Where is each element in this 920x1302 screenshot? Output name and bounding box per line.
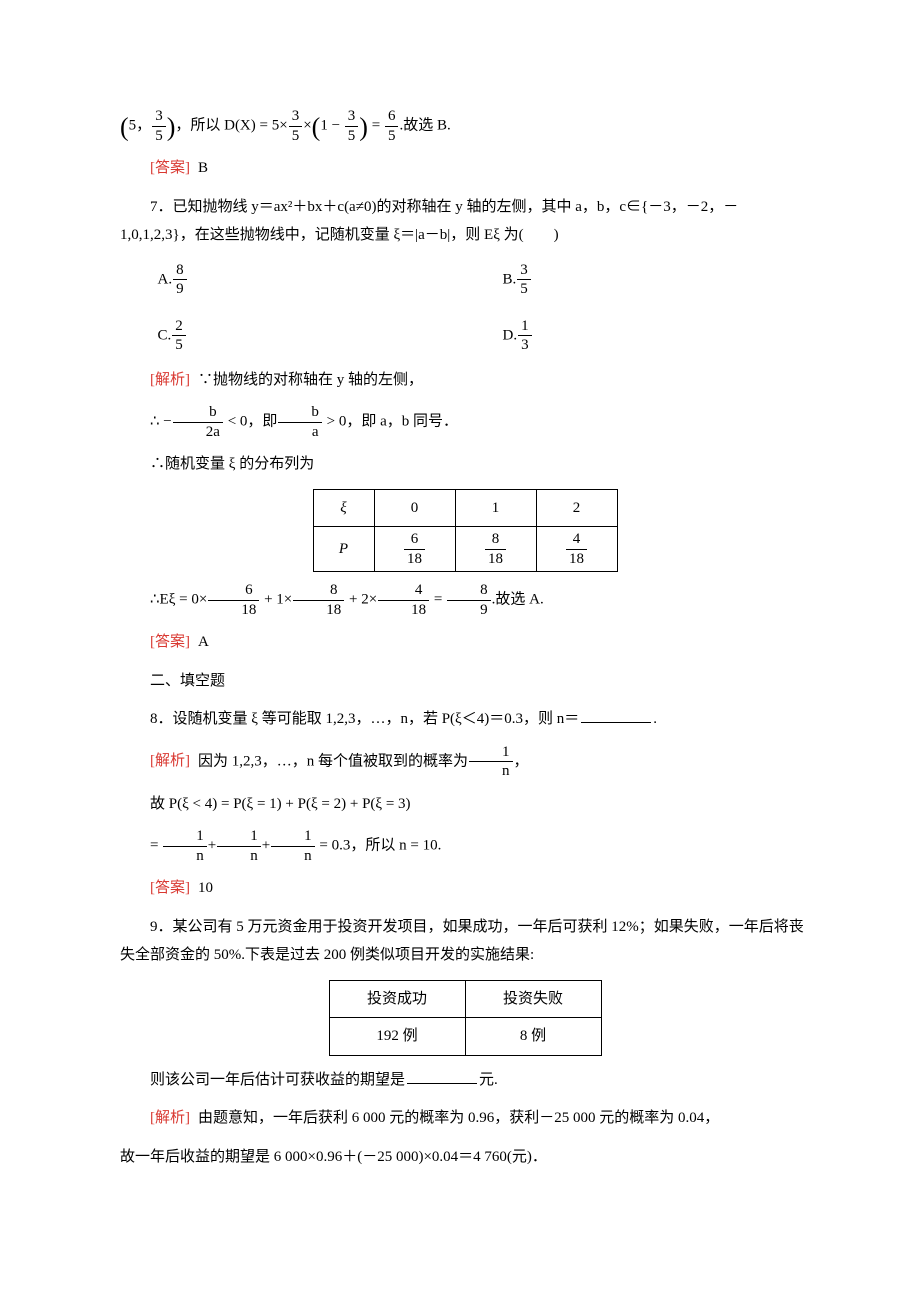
answer-label: [答案] [150, 160, 198, 176]
q7-solution-line2: ∴ −b2a < 0，即ba > 0，即 a，b 同号． [120, 404, 810, 440]
q8-solution-line1: [解析]因为 1,2,3，…，n 每个值被取到的概率为1n， [120, 744, 810, 780]
text: = [430, 591, 446, 607]
text: < 0，即 [224, 413, 277, 429]
text: + 1× [260, 591, 292, 607]
cell: 192 例 [329, 1018, 465, 1056]
text: .故选 A. [492, 591, 544, 607]
text: = [150, 837, 162, 853]
q9-text: 9．某公司有 5 万元资金用于投资开发项目，如果成功，一年后可获利 12%；如果… [120, 919, 804, 964]
q9-solution-line1: [解析]由题意知，一年后获利 6 000 元的概率为 0.96，获利－25 00… [120, 1104, 810, 1133]
left-paren: ( [120, 112, 129, 141]
q9-result-table: 投资成功 投资失败 192 例 8 例 [329, 980, 602, 1056]
text: ∵抛物线的对称轴在 y 轴的左侧， [198, 372, 423, 388]
choice-col-right: B.35 D.13 [465, 262, 810, 354]
right-paren: ) [359, 112, 368, 141]
section-2-heading: 二、填空题 [120, 667, 810, 696]
frac-6-5: 65 [385, 108, 399, 144]
cell: 8 例 [465, 1018, 601, 1056]
cell: 418 [536, 527, 617, 572]
frac-b-2a: b2a [173, 404, 223, 440]
q7-solution-line4: ∴Eξ = 0×618 + 1×818 + 2×418 = 89.故选 A. [120, 582, 810, 618]
q8-text-b: . [653, 711, 657, 727]
q8-text-a: 8．设随机变量 ξ 等可能取 1,2,3，…，n，若 P(ξ＜4)＝0.3，则 … [150, 711, 579, 727]
text: 因为 1,2,3，…，n 每个值被取到的概率为 [198, 753, 468, 769]
q8-solution-line3: = 1n+1n+1n = 0.3，所以 n = 10. [120, 828, 810, 864]
cell: 618 [374, 527, 455, 572]
solution-label: [解析] [150, 372, 198, 388]
text: ∴ − [150, 413, 172, 429]
q7-distribution-table: ξ 0 1 2 P 618 818 418 [313, 489, 618, 573]
choice-d: D.13 [503, 318, 811, 354]
text: 故 P(ξ < 4) = P(ξ = 1) + P(ξ = 2) + P(ξ =… [150, 796, 411, 812]
table-row: ξ 0 1 2 [313, 489, 617, 527]
cell: 818 [455, 527, 536, 572]
choice-col-left: A.89 C.25 [120, 262, 465, 354]
cell-P: P [313, 527, 374, 572]
choice-b: B.35 [503, 262, 811, 298]
answer-label: [答案] [150, 634, 198, 650]
text: ，所以 D(X) = 5× [175, 117, 287, 133]
q7-answer: [答案]A [120, 628, 810, 657]
q7-text: 7．已知抛物线 y＝ax²＋bx＋c(a≠0)的对称轴在 y 轴的左侧，其中 a… [120, 199, 738, 244]
text: 则该公司一年后估计可获收益的期望是 [150, 1072, 405, 1088]
table-row: P 618 818 418 [313, 527, 617, 572]
text: × [303, 117, 311, 133]
q7-choices: A.89 C.25 B.35 D.13 [120, 262, 810, 354]
cell: 投资失败 [465, 980, 601, 1018]
q7-stem: 7．已知抛物线 y＝ax²＋bx＋c(a≠0)的对称轴在 y 轴的左侧，其中 a… [120, 193, 810, 250]
q7-solution-line3: ∴随机变量 ξ 的分布列为 [120, 450, 810, 479]
answer-value: B [198, 160, 208, 176]
text: 故一年后收益的期望是 6 000×0.96＋(－25 000)×0.04＝4 7… [120, 1149, 547, 1165]
answer-value: A [198, 634, 209, 650]
text: 二、填空题 [150, 673, 225, 689]
frac-b-a: ba [278, 404, 322, 440]
cell-xi: ξ [313, 489, 374, 527]
text: = 0.3，所以 n = 10. [316, 837, 442, 853]
text: + [208, 837, 216, 853]
cell: 0 [374, 489, 455, 527]
text: ∴Eξ = 0× [150, 591, 207, 607]
q9-solution-line2: 故一年后收益的期望是 6 000×0.96＋(－25 000)×0.04＝4 7… [120, 1143, 810, 1172]
solution-label: [解析] [150, 753, 198, 769]
table-row: 192 例 8 例 [329, 1018, 601, 1056]
solution-label: [解析] [150, 1110, 198, 1126]
cell: 1 [455, 489, 536, 527]
cell: 投资成功 [329, 980, 465, 1018]
choice-a: A.89 [158, 262, 466, 298]
table-row: 投资成功 投资失败 [329, 980, 601, 1018]
answer-value: 10 [198, 880, 213, 896]
text: + 2× [345, 591, 377, 607]
text: 由题意知，一年后获利 6 000 元的概率为 0.96，获利－25 000 元的… [198, 1110, 719, 1126]
cell: 2 [536, 489, 617, 527]
q9-stem: 9．某公司有 5 万元资金用于投资开发项目，如果成功，一年后可获利 12%；如果… [120, 913, 810, 970]
text: ∴随机变量 ξ 的分布列为 [150, 456, 314, 472]
frac-3-5c: 35 [345, 108, 359, 144]
text: .故选 B. [399, 117, 450, 133]
frac-3-5: 35 [152, 108, 166, 144]
choice-c: C.25 [158, 318, 466, 354]
q9-then: 则该公司一年后估计可获收益的期望是 元. [120, 1066, 810, 1095]
q6-continuation: (5，35)，所以 D(X) = 5×35×(1 − 35) = 65.故选 B… [120, 108, 810, 144]
q7-solution-line1: [解析]∵抛物线的对称轴在 y 轴的左侧， [120, 366, 810, 395]
q8-stem: 8．设随机变量 ξ 等可能取 1,2,3，…，n，若 P(ξ＜4)＝0.3，则 … [120, 705, 810, 734]
text: + [262, 837, 270, 853]
frac-1-n: 1n [469, 744, 513, 780]
q6-answer: [答案]B [120, 154, 810, 183]
blank [407, 1068, 477, 1084]
text: ， [514, 753, 529, 769]
q8-solution-line2: 故 P(ξ < 4) = P(ξ = 1) + P(ξ = 2) + P(ξ =… [120, 790, 810, 819]
text: 元. [479, 1072, 498, 1088]
answer-label: [答案] [150, 880, 198, 896]
left-paren: ( [312, 112, 321, 141]
blank [581, 707, 651, 723]
q8-answer: [答案]10 [120, 874, 810, 903]
text: > 0，即 a，b 同号． [323, 413, 458, 429]
frac-3-5b: 35 [289, 108, 303, 144]
